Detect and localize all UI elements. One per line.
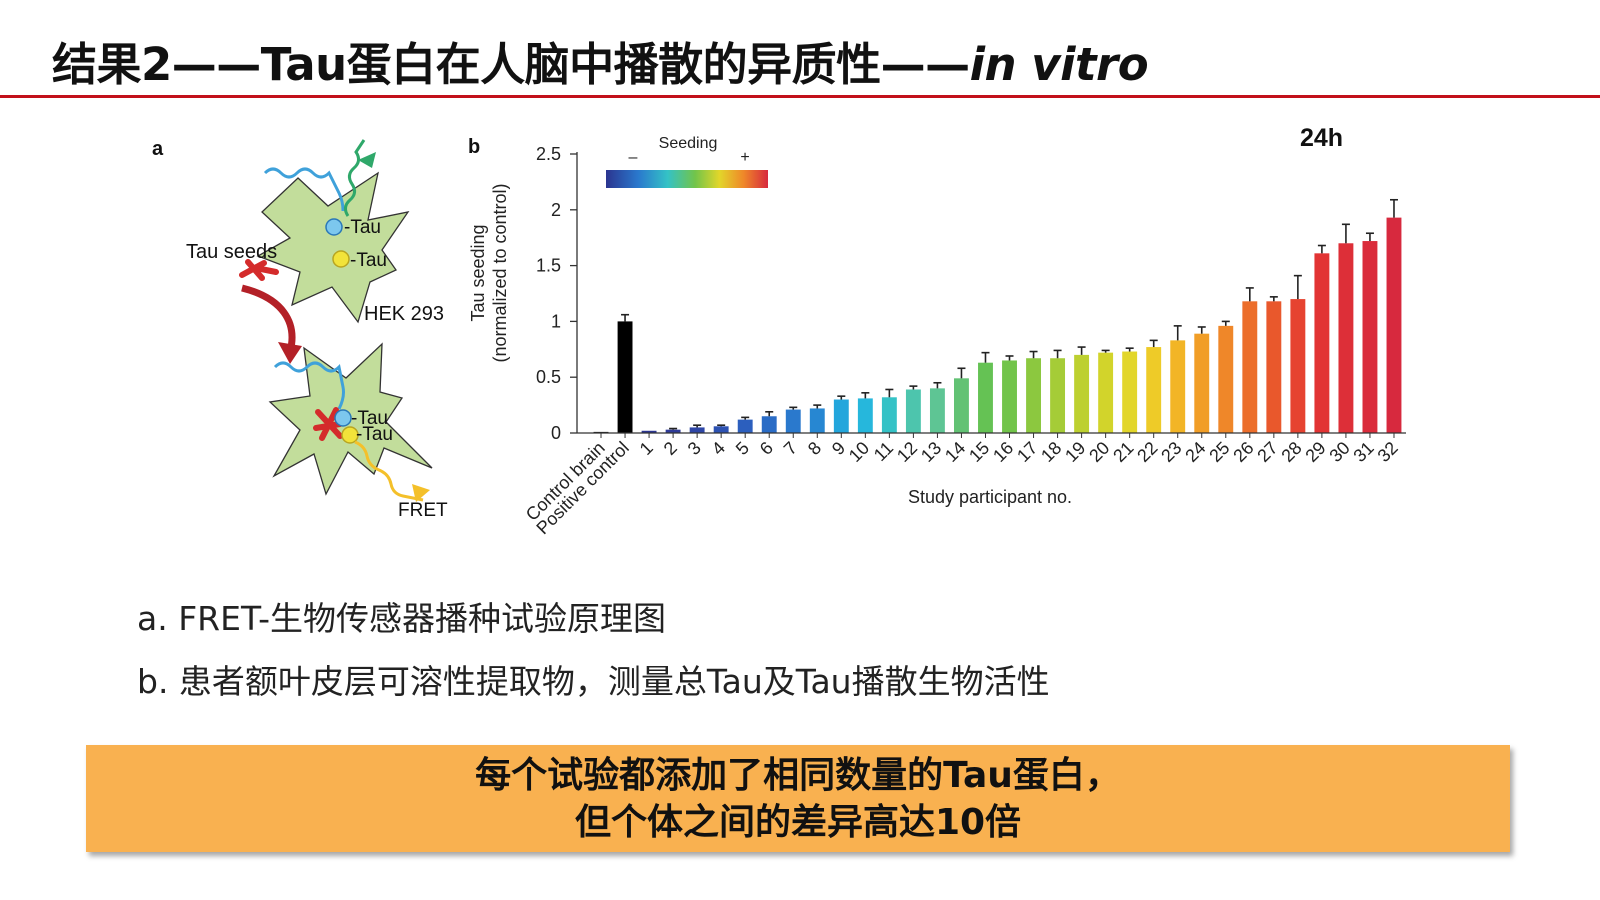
hek-label: HEK 293 xyxy=(364,303,444,325)
bar xyxy=(1146,347,1162,433)
bar xyxy=(1050,358,1066,433)
y-tick-label: 2 xyxy=(551,200,561,220)
title-italic: in vitro xyxy=(969,38,1149,91)
panel-b-label: b xyxy=(468,136,480,158)
fret-emission-squiggle xyxy=(354,440,424,502)
bar xyxy=(1026,358,1041,433)
bar xyxy=(1074,354,1090,433)
x-tick-label: 5 xyxy=(732,438,753,459)
bar xyxy=(1170,340,1186,433)
y-tick-label: 0.5 xyxy=(536,367,561,387)
slide-title: 结果2——Tau蛋白在人脑中播散的异质性——in vitro xyxy=(52,28,1149,93)
x-tick-label: 2 xyxy=(660,438,681,459)
tau-seed-aggregate-icon-cell xyxy=(313,407,343,441)
fret-label: FRET xyxy=(398,500,448,521)
bar xyxy=(1266,301,1282,433)
tau-label-4: -Tau xyxy=(356,424,393,445)
x-tick-label: 8 xyxy=(804,438,825,459)
tau-seeds-label: Tau seeds xyxy=(186,241,277,263)
bar xyxy=(905,389,921,433)
y-tick-label: 0 xyxy=(551,423,561,443)
yfp-tau-dot xyxy=(332,250,350,268)
fret-arrow-green xyxy=(343,139,366,217)
callout-line-1: 每个试验都添加了相同数量的Tau蛋白， xyxy=(475,754,1121,796)
tau-seed-aggregate-icon xyxy=(239,259,279,281)
cfp-tau-dot xyxy=(325,218,343,236)
transfer-arrow-head xyxy=(278,342,302,364)
bar xyxy=(713,426,729,433)
legend-minus: – xyxy=(629,149,638,166)
bar xyxy=(1386,217,1402,433)
bar xyxy=(881,397,897,433)
seeding-legend: Seeding – + xyxy=(606,135,768,188)
bar xyxy=(785,409,801,433)
y-axis: 0 0.5 1 1.5 2 2.5 xyxy=(536,144,578,443)
tau-squiggle-in-2 xyxy=(273,361,345,410)
bar xyxy=(1314,253,1330,433)
tau-label-3: -Tau xyxy=(351,408,388,429)
panel-a-label: a xyxy=(152,138,164,160)
legend-title: Seeding xyxy=(659,135,718,152)
caption-a: a. FRET-生物传感器播种试验原理图 xyxy=(137,599,666,638)
bar xyxy=(1338,243,1354,433)
x-tick-label: 1 xyxy=(636,438,657,459)
bar xyxy=(833,399,849,433)
title-main: 结果2——Tau蛋白在人脑中播散的异质性—— xyxy=(52,38,970,91)
transfer-arrow xyxy=(241,284,296,353)
bar xyxy=(1002,360,1017,433)
tau-seeding-chart: b 24h Seeding – + Tau seeding (normalize… xyxy=(468,128,1406,538)
bar xyxy=(1290,299,1306,433)
title-divider xyxy=(0,95,1600,98)
bar-series xyxy=(593,198,1402,433)
bar xyxy=(1362,241,1378,433)
callout-line-2: 但个体之间的差异高达10倍 xyxy=(574,801,1022,843)
y-axis-label-2: (normalized to control) xyxy=(490,183,510,362)
bar xyxy=(737,419,753,433)
tau-label-2: -Tau xyxy=(350,250,387,271)
yfp-tau-dot-2 xyxy=(341,426,359,444)
x-tick-label: 3 xyxy=(684,438,705,459)
fret-schematic: a -Tau -Tau HEK 293 Tau seeds -Tau -Tau … xyxy=(152,138,448,521)
x-axis-label: Study participant no. xyxy=(908,487,1072,507)
y-tick-label: 1.5 xyxy=(536,256,561,276)
tau-label-1: -Tau xyxy=(344,217,381,238)
bar xyxy=(641,430,657,433)
cfp-tau-dot-2 xyxy=(334,409,352,427)
bar xyxy=(1098,352,1114,433)
bar xyxy=(929,388,945,433)
bar xyxy=(617,321,633,433)
bar xyxy=(761,416,777,433)
bar xyxy=(1242,301,1258,433)
timepoint-label: 24h xyxy=(1300,128,1343,152)
x-tick-label: 32 xyxy=(1374,438,1402,466)
x-tick-label: 10 xyxy=(845,438,873,466)
x-tick-label: 4 xyxy=(708,438,729,459)
legend-colorbar xyxy=(606,170,768,188)
bar xyxy=(857,398,873,433)
bar xyxy=(1218,325,1234,433)
bar xyxy=(1122,351,1138,433)
bar xyxy=(954,378,969,433)
caption-b: b. 患者额叶皮层可溶性提取物，测量总Tau及Tau播散生物活性 xyxy=(137,662,1050,701)
bar xyxy=(978,362,993,433)
tau-squiggle-in-1 xyxy=(263,167,345,212)
conclusion-callout: 每个试验都添加了相同数量的Tau蛋白， 但个体之间的差异高达10倍 xyxy=(86,745,1510,852)
arrow-head-green xyxy=(358,152,376,168)
x-tick-label: 9 xyxy=(828,438,849,459)
x-tick-label: 7 xyxy=(780,438,801,459)
bar xyxy=(809,408,825,433)
y-tick-label: 1 xyxy=(551,311,561,331)
hek-cell-upper xyxy=(256,171,410,324)
x-tick-label: 6 xyxy=(756,438,777,459)
legend-plus: + xyxy=(740,149,749,166)
bar xyxy=(689,427,705,433)
bar xyxy=(665,429,681,433)
y-tick-label: 2.5 xyxy=(536,144,561,164)
bar xyxy=(1194,333,1210,433)
fret-arrow-head xyxy=(412,484,430,502)
y-axis-label-1: Tau seeding xyxy=(468,224,488,321)
